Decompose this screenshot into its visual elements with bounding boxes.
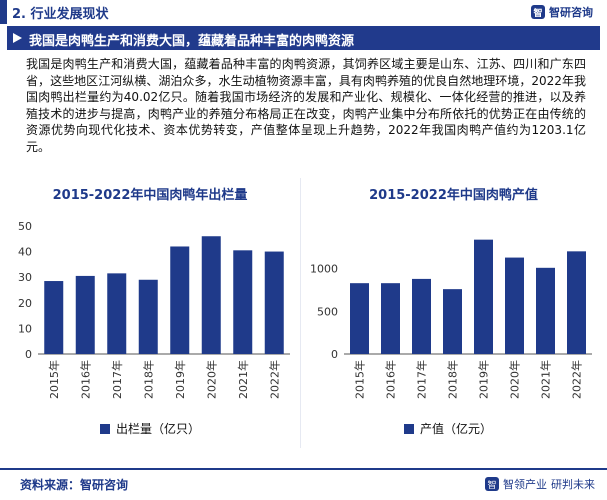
y-tick-label: 0 <box>331 348 338 361</box>
x-tick-label: 2018年 <box>141 360 155 399</box>
bar <box>350 283 369 354</box>
bar <box>201 236 221 354</box>
x-tick-label: 2017年 <box>415 360 429 399</box>
bar <box>170 246 190 354</box>
y-tick-label: 500 <box>317 305 338 318</box>
x-tick-label: 2019年 <box>477 360 491 399</box>
x-tick-label: 2020年 <box>508 360 522 399</box>
chart-right-plot: 0 500 1000 2015年 2016年 2017年 2018年 2019年 2020年 20… <box>310 239 592 399</box>
x-tick-label: 2015年 <box>47 360 61 399</box>
y-tick-label: 10 <box>18 322 32 335</box>
x-tick-label: 2018年 <box>446 360 460 399</box>
bar <box>44 281 64 354</box>
x-tick-label: 2021年 <box>539 360 553 399</box>
y-tick-label: 0 <box>25 348 32 361</box>
bar <box>536 267 555 354</box>
chart-right: 2015-2022年中国肉鸭产值 0 500 1000 2015年 2016年 2017年… <box>300 178 607 468</box>
title-band: 我国是肉鸭生产和消费大国，蕴藏着品种丰富的肉鸭资源 <box>7 26 600 50</box>
bar <box>75 275 95 354</box>
bar <box>264 251 284 354</box>
y-tick-label: 50 <box>18 220 32 233</box>
footer-source: 资料来源：智研咨询 <box>20 478 129 492</box>
footer-brand-right: 研判未来 <box>551 478 595 491</box>
x-tick-label: 2021年 <box>236 360 250 399</box>
play-arrow-icon <box>13 33 22 43</box>
chart-right-legend-label: 产值（亿元） <box>420 422 493 436</box>
footer-logo-icon: 智 <box>485 477 499 491</box>
x-tick-label: 2015年 <box>353 360 367 399</box>
x-tick-label: 2020年 <box>204 360 218 399</box>
y-tick-label: 20 <box>18 297 32 310</box>
x-tick-label: 2016年 <box>384 360 398 399</box>
title-band-text: 我国是肉鸭生产和消费大国，蕴藏着品种丰富的肉鸭资源 <box>29 34 355 49</box>
x-tick-label: 2017年 <box>110 360 124 399</box>
top-bar-accent <box>0 0 7 24</box>
chart-divider <box>300 178 301 448</box>
legend-swatch <box>100 423 110 434</box>
header-brand: 智 智研咨询 <box>531 4 593 20</box>
x-tick-label: 2022年 <box>570 360 584 399</box>
x-tick-label: 2019年 <box>173 360 187 399</box>
bar <box>474 239 493 354</box>
chart-left-title: 2015-2022年中国肉鸭年出栏量 <box>52 188 248 203</box>
bar <box>233 250 253 354</box>
section-label: 2. 行业发展现状 <box>12 7 109 22</box>
bar <box>505 257 524 354</box>
bar <box>107 273 127 354</box>
chart-left-plot: 0 10 20 30 40 50 2015年 2016年 2017年 2018年 2019年 2020… <box>18 220 290 399</box>
footer-brand-left: 智领产业 <box>503 478 547 491</box>
bar <box>381 283 400 354</box>
y-tick-label: 1000 <box>310 263 338 276</box>
chart-left-legend: 出栏量（亿只） <box>100 420 200 437</box>
footer-line <box>0 468 607 470</box>
intro-paragraph: 我国是肉鸭生产和消费大国，蕴藏着品种丰富的肉鸭资源，其饲养区域主要是山东、江苏、… <box>26 57 586 154</box>
brand-logo-icon: 智 <box>531 5 545 19</box>
y-tick-label: 30 <box>18 271 32 284</box>
bar <box>138 279 158 354</box>
header-brand-name: 智研咨询 <box>549 6 593 19</box>
y-tick-label: 40 <box>18 246 32 259</box>
chart-right-title: 2015-2022年中国肉鸭产值 <box>369 188 538 203</box>
legend-swatch <box>404 423 414 434</box>
chart-left-legend-label: 出栏量（亿只） <box>116 422 201 436</box>
footer-brand: 智 智领产业 研判未来 <box>485 476 595 492</box>
bar <box>443 289 462 354</box>
chart-right-legend: 产值（亿元） <box>404 420 492 437</box>
x-tick-label: 2016年 <box>78 360 92 399</box>
bar <box>567 251 586 354</box>
top-bar: 2. 行业发展现状 智 智研咨询 <box>0 0 607 24</box>
bar <box>412 278 431 354</box>
x-tick-label: 2022年 <box>267 360 281 399</box>
chart-left: 2015-2022年中国肉鸭年出栏量 0 10 20 30 40 50 2015年 2016年… <box>0 178 300 468</box>
